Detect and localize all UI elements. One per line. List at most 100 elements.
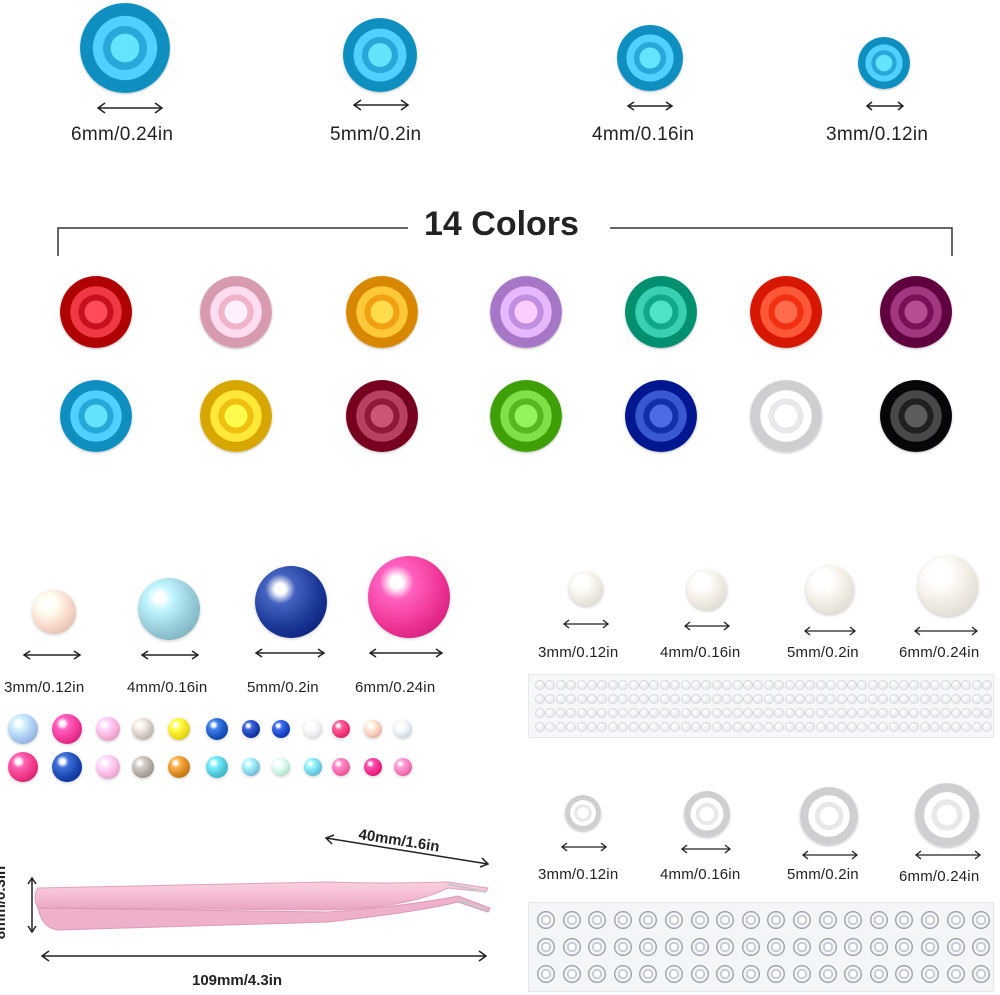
- color-gem: [346, 380, 418, 452]
- color-pearl: [272, 720, 290, 738]
- sheet-pearl: [940, 708, 951, 718]
- sheet-pearl: [576, 694, 587, 704]
- sheet-gem: [741, 938, 760, 956]
- sheet-pearl: [597, 708, 608, 718]
- sheet-pearl: [545, 694, 556, 704]
- sheet-pearl: [857, 694, 868, 704]
- white-pearl-label-6mm: 6mm/0.24in: [899, 644, 980, 661]
- sheet-pearl: [951, 708, 961, 718]
- white-pearl-3mm: [569, 572, 603, 606]
- sheet-pearl: [805, 694, 816, 704]
- sheet-pearl: [971, 694, 982, 704]
- clear-gem-arrow-4mm: [680, 844, 732, 854]
- sheet-pearl: [899, 694, 909, 704]
- pearl-5mm: [255, 566, 327, 638]
- sheet-pearl: [555, 694, 566, 704]
- sheet-pearl: [691, 680, 701, 690]
- sheet-gem: [869, 938, 888, 956]
- sheet-pearl: [847, 694, 857, 704]
- sheet-pearl: [555, 680, 566, 690]
- sheet-pearl: [753, 694, 764, 704]
- color-gem: [880, 276, 952, 348]
- sheet-pearl: [680, 708, 691, 718]
- color-pearl: [206, 756, 228, 778]
- sheet-pearl: [566, 694, 577, 704]
- sheet-pearl: [815, 708, 826, 718]
- sheet-gem: [741, 911, 760, 929]
- sheet-pearl: [951, 722, 961, 732]
- sheet-gem: [869, 965, 888, 983]
- sheet-pearl: [732, 722, 743, 732]
- color-pearl: [168, 756, 190, 778]
- color-gem: [346, 276, 418, 348]
- sheet-pearl: [535, 708, 545, 718]
- sheet-pearl: [795, 722, 805, 732]
- sheet-gem: [946, 965, 965, 983]
- color-gem: [750, 276, 822, 348]
- sheet-pearl: [919, 694, 930, 704]
- sheet-pearl: [909, 694, 920, 704]
- white-pearl-6mm: [918, 556, 978, 616]
- sheet-pearl: [857, 722, 868, 732]
- sheet-gem: [818, 965, 837, 983]
- sheet-gem: [639, 938, 658, 956]
- sheet-pearl: [597, 722, 608, 732]
- color-pearl: [132, 756, 154, 778]
- blue-gem-3mm: [858, 37, 910, 89]
- sheet-pearl: [659, 708, 670, 718]
- sheet-gem: [793, 911, 811, 929]
- sheet-gem: [741, 965, 760, 983]
- sheet-pearl: [971, 708, 982, 718]
- sheet-pearl: [618, 708, 629, 718]
- sheet-pearl: [930, 722, 941, 732]
- tweezer-length-arrow: [40, 950, 488, 962]
- sheet-gem: [613, 938, 632, 956]
- color-pearl: [168, 718, 190, 740]
- sheet-pearl: [774, 680, 785, 690]
- clear-gem-4mm: [684, 791, 730, 837]
- sheet-pearl: [743, 708, 753, 718]
- colors-title: 14 Colors: [424, 205, 579, 243]
- sheet-pearl: [535, 722, 545, 732]
- sheet-gem: [946, 938, 965, 956]
- sheet-pearl: [680, 722, 691, 732]
- sheet-pearl: [753, 722, 764, 732]
- sheet-pearl: [784, 694, 795, 704]
- sheet-pearl: [909, 708, 920, 718]
- sheet-pearl: [701, 694, 712, 704]
- tweezer-length-label: 109mm/4.3in: [192, 972, 283, 989]
- sheet-pearl: [555, 722, 566, 732]
- sheet-gem: [537, 965, 555, 983]
- sheet-pearl: [867, 708, 878, 718]
- sheet-pearl: [867, 722, 878, 732]
- color-gem: [625, 380, 697, 452]
- sheet-pearl: [566, 708, 577, 718]
- sheet-gem: [665, 965, 683, 983]
- color-pearl: [394, 758, 412, 776]
- sheet-gem: [972, 938, 991, 956]
- sheet-pearl: [982, 722, 993, 732]
- sheet-pearl: [982, 708, 993, 718]
- sheet-gem: [895, 911, 914, 929]
- clear-gem-6mm: [915, 783, 979, 847]
- sheet-pearl: [743, 722, 753, 732]
- sheet-pearl: [659, 694, 670, 704]
- sheet-pearl: [722, 708, 733, 718]
- sheet-pearl: [607, 722, 618, 732]
- sheet-pearl: [774, 694, 785, 704]
- sheet-pearl: [618, 694, 629, 704]
- sheet-gem: [613, 965, 632, 983]
- sheet-pearl: [836, 694, 847, 704]
- sheet-gem: [767, 938, 786, 956]
- sheet-pearl: [722, 680, 733, 690]
- clear-gem-arrow-3mm: [560, 842, 608, 852]
- sheet-pearl: [847, 680, 857, 690]
- sheet-pearl: [587, 694, 597, 704]
- sheet-gem: [767, 911, 786, 929]
- pearl-label-3mm: 3mm/0.12in: [4, 679, 85, 696]
- sheet-pearl: [597, 694, 608, 704]
- sheet-pearl: [763, 722, 774, 732]
- sheet-pearl: [784, 708, 795, 718]
- color-pearl: [364, 720, 382, 738]
- sheet-pearl: [649, 694, 660, 704]
